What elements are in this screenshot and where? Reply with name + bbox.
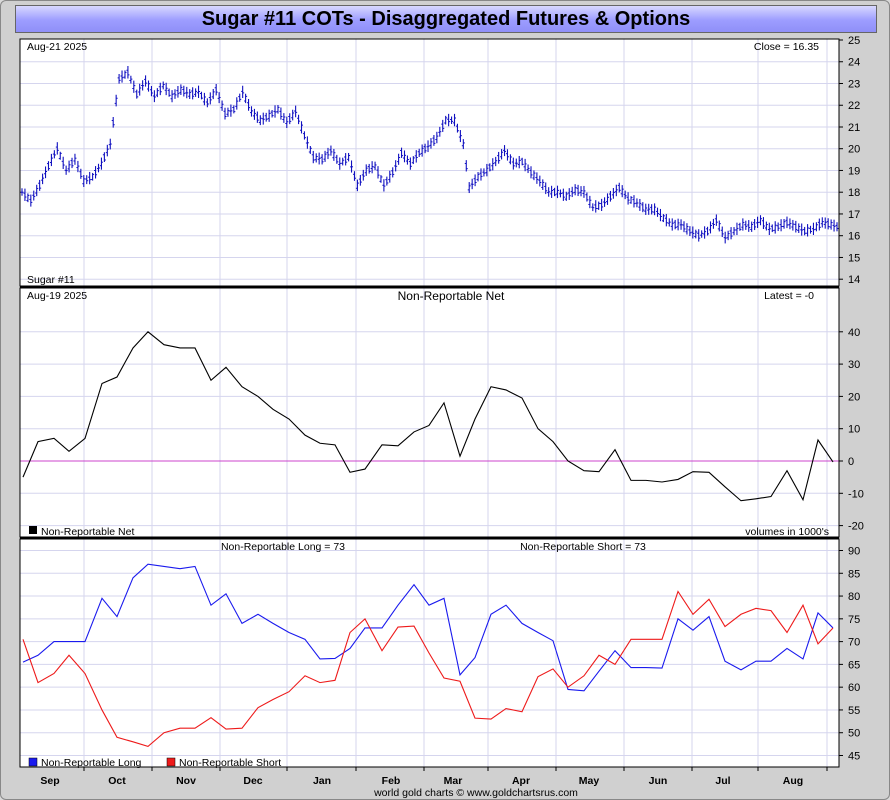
net-series-line [22, 331, 834, 502]
short-series-line [22, 590, 834, 748]
y-tick-label: 24 [848, 57, 860, 69]
y-tick-label: 0 [848, 456, 854, 468]
y-tick-label: 40 [848, 327, 860, 339]
y-tick-label: 70 [848, 637, 860, 649]
price-date-label: Aug-21 2025 [27, 41, 87, 53]
short-legend-swatch [166, 757, 176, 767]
x-month-label: Oct [108, 775, 126, 787]
y-tick-label: 16 [848, 231, 860, 243]
y-tick-label: 50 [848, 728, 860, 740]
x-month-label: Sep [40, 775, 59, 787]
y-tick-label: 15 [848, 252, 860, 264]
net-panel-title: Non-Reportable Net [398, 289, 505, 303]
panel-background [20, 39, 839, 286]
y-tick-label: 85 [848, 568, 860, 580]
price-close-label: Close = 16.35 [754, 41, 819, 53]
x-month-label: Nov [176, 775, 196, 787]
short-legend-label: Non-Reportable Short [179, 757, 281, 769]
net-date-label: Aug-19 2025 [27, 290, 87, 302]
y-tick-label: 23 [848, 78, 860, 90]
y-tick-label: -20 [848, 521, 864, 533]
x-month-label: Jan [313, 775, 331, 787]
y-tick-label: 17 [848, 209, 860, 221]
y-tick-label: 55 [848, 705, 860, 717]
y-tick-label: 30 [848, 359, 860, 371]
y-tick-label: 75 [848, 614, 860, 626]
net-legend-swatch [29, 526, 37, 534]
y-tick-label: 90 [848, 546, 860, 558]
y-tick-label: 14 [848, 274, 860, 286]
x-month-label: Aug [783, 775, 803, 787]
net-legend-label: Non-Reportable Net [41, 526, 134, 538]
net-latest-label: Latest = -0 [764, 290, 814, 302]
y-tick-label: 20 [848, 391, 860, 403]
long-title-label: Non-Reportable Long = 73 [221, 541, 345, 553]
x-month-label: Jul [715, 775, 730, 787]
x-month-label: Feb [382, 775, 401, 787]
y-tick-label: 21 [848, 122, 860, 134]
x-month-label: Apr [512, 775, 530, 787]
y-tick-label: 80 [848, 591, 860, 603]
y-tick-label: 18 [848, 187, 860, 199]
panel-background [20, 288, 839, 537]
chart-title: Sugar #11 COTs - Disaggregated Futures &… [15, 5, 877, 33]
x-month-label: Dec [243, 775, 262, 787]
long-legend-label: Non-Reportable Long [41, 757, 142, 769]
y-tick-label: 45 [848, 751, 860, 763]
y-tick-label: -10 [848, 488, 864, 500]
y-tick-label: 19 [848, 165, 860, 177]
y-tick-label: 22 [848, 100, 860, 112]
y-tick-label: 20 [848, 144, 860, 156]
y-tick-label: 65 [848, 659, 860, 671]
x-month-label: May [579, 775, 600, 787]
short-title-label: Non-Reportable Short = 73 [520, 541, 646, 553]
net-units-note: volumes in 1000's [745, 526, 829, 538]
y-tick-label: 10 [848, 424, 860, 436]
long-series-line [22, 563, 834, 692]
x-month-label: Mar [444, 775, 463, 787]
y-tick-label: 60 [848, 682, 860, 694]
price-symbol-label: Sugar #11 [27, 274, 75, 286]
x-month-label: Jun [649, 775, 668, 787]
y-tick-label: 25 [848, 35, 860, 47]
long-legend-swatch [28, 757, 38, 767]
footer-credit: world gold charts © www.goldchartsrus.co… [373, 787, 578, 799]
